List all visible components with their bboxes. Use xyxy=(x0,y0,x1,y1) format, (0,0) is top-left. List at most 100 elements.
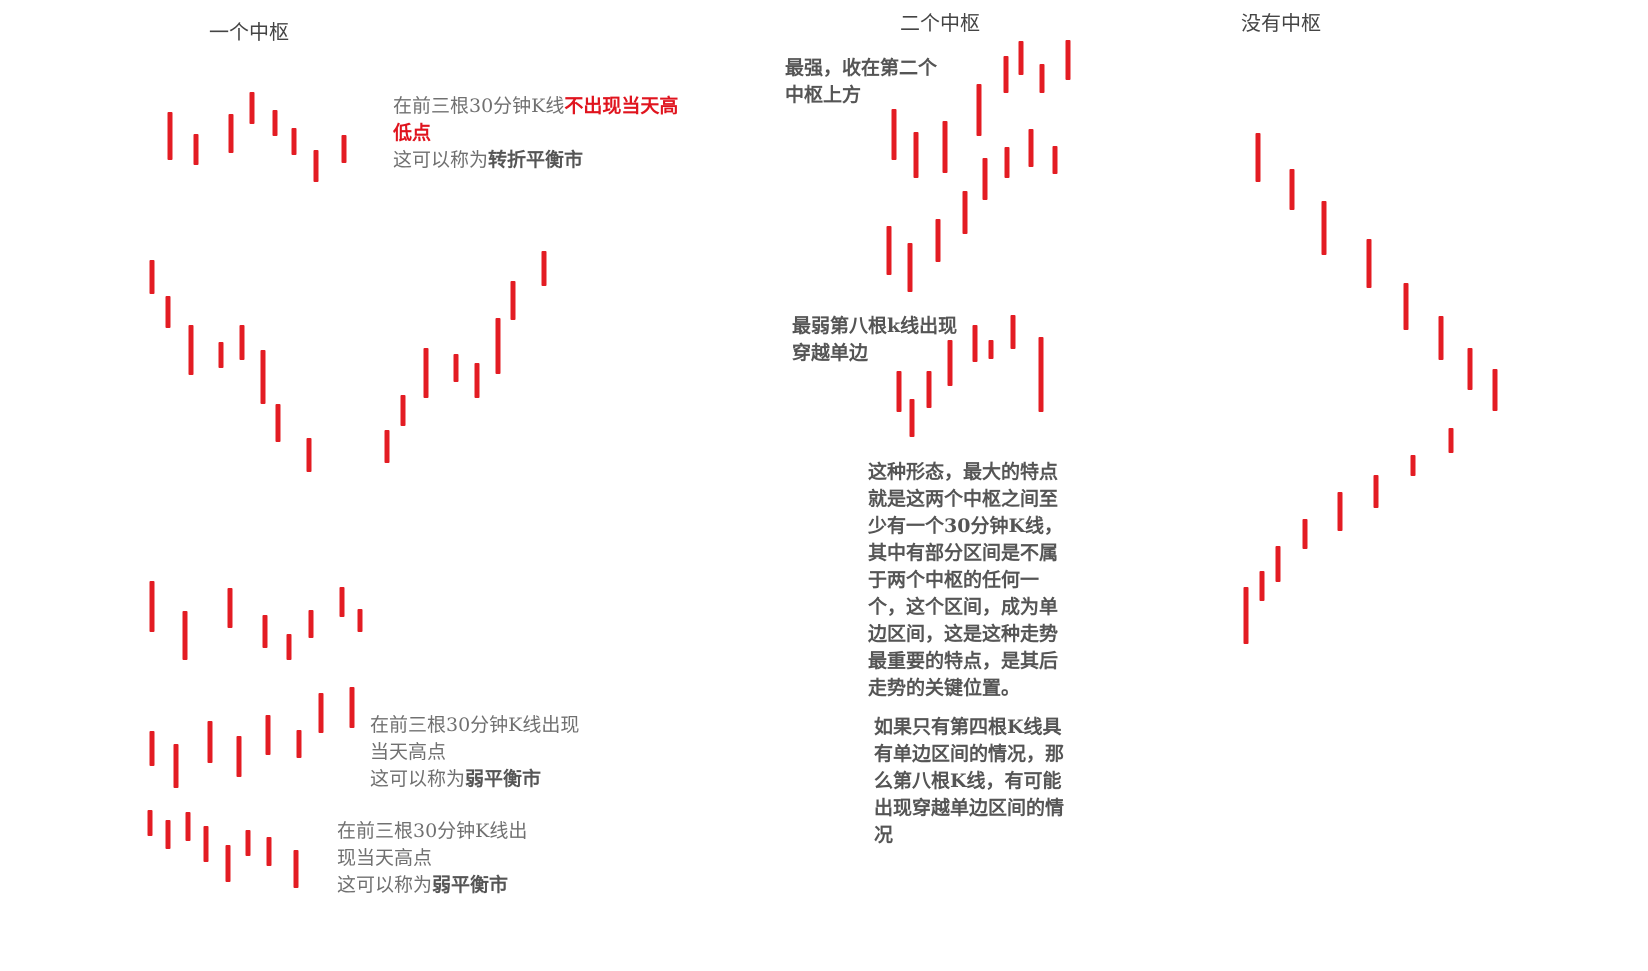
k-line-bar xyxy=(510,281,516,320)
note-weakest-line1: 最弱第八根k线出现 xyxy=(792,315,958,337)
note-strongest: 最强，收在第二个 中枢上方 xyxy=(785,55,985,109)
note-feature-line: 于两个中枢的任何一 xyxy=(868,569,1040,591)
bar-group-no-pivot-up xyxy=(1243,428,1454,644)
note-feature: 这种形态，最大的特点 就是这两个中枢之间至 少有一个30分钟K线， 其中有部分区… xyxy=(868,459,1108,702)
note-turning-line3b: 转折平衡市 xyxy=(488,149,584,171)
k-line-bar xyxy=(149,581,155,632)
k-line-bar xyxy=(207,721,213,763)
note-feature-line: 个，这个区间，成为单 xyxy=(868,596,1059,618)
k-line-bar xyxy=(1028,129,1034,167)
bar-group-two-pivots-weak xyxy=(896,315,1044,437)
k-line-bar xyxy=(349,687,355,728)
k-line-bar xyxy=(1366,239,1372,288)
k-line-bar xyxy=(1467,348,1473,390)
k-line-bar xyxy=(1410,455,1416,476)
k-line-bar xyxy=(1492,369,1498,411)
k-line-bar xyxy=(357,609,363,632)
note-weakest: 最弱第八根k线出现 穿越单边 xyxy=(792,313,1012,367)
bar-group-one-pivot-row4 xyxy=(149,687,355,788)
k-line-bar xyxy=(318,693,324,733)
k-line-bar xyxy=(453,354,459,382)
k-line-bar xyxy=(265,715,271,755)
k-line-bar xyxy=(308,610,314,638)
k-line-bar xyxy=(982,158,988,200)
k-line-bar xyxy=(541,251,547,286)
k-line-bar xyxy=(907,243,913,292)
k-line-bar xyxy=(1321,201,1327,255)
k-line-bar xyxy=(203,826,209,862)
note-weak1-line2: 当天高点 xyxy=(370,741,447,763)
k-line-bar xyxy=(1275,546,1281,582)
k-line-bar xyxy=(1010,315,1016,349)
note-fourth-bar: 如果只有第四根K线具 有单边区间的情况，那 么第八根K线，有可能 出现穿越单边区… xyxy=(874,714,1114,849)
k-line-bar xyxy=(306,438,312,472)
note-fourth-line: 出现穿越单边区间的情 xyxy=(874,797,1065,819)
k-line-bar xyxy=(286,634,292,660)
note-feature-line: 少有一个30分钟K线， xyxy=(868,515,1063,537)
k-line-bar xyxy=(239,325,245,360)
k-line-bar xyxy=(1038,337,1044,412)
k-line-bar xyxy=(228,114,234,153)
k-line-bar xyxy=(1255,133,1261,182)
k-line-bar xyxy=(1448,428,1454,453)
k-line-bar xyxy=(245,830,251,856)
k-line-bar xyxy=(313,150,319,182)
note-weak2-line1: 在前三根30分钟K线出 xyxy=(337,820,528,842)
note-weak1-line3a: 这可以称为 xyxy=(370,768,466,790)
k-line-bar xyxy=(384,430,390,463)
note-weak2-line3a: 这可以称为 xyxy=(337,874,433,896)
k-line-bar xyxy=(182,611,188,660)
k-line-bar xyxy=(909,399,915,437)
bar-group-one-pivot-row1 xyxy=(167,92,347,182)
k-line-bar xyxy=(896,371,902,412)
note-fourth-line: 么第八根K线，有可能 xyxy=(874,770,1062,792)
note-fourth-line: 如果只有第四根K线具 xyxy=(874,716,1062,738)
k-line-bar xyxy=(1018,41,1024,75)
note-strongest-line2: 中枢上方 xyxy=(785,84,862,106)
k-line-bar xyxy=(1337,492,1343,531)
k-line-bar xyxy=(1004,147,1010,178)
k-line-bar xyxy=(249,92,255,124)
k-line-bar xyxy=(266,837,272,866)
note-turning-line2: 低点 xyxy=(393,122,432,144)
note-feature-line: 走势的关键位置。 xyxy=(868,677,1021,699)
k-line-bar xyxy=(165,820,171,849)
note-weak-balance-1: 在前三根30分钟K线出现 当天高点 这可以称为弱平衡市 xyxy=(370,712,630,793)
k-line-bar xyxy=(291,128,297,155)
k-line-bar xyxy=(972,325,978,362)
k-line-bar xyxy=(886,226,892,275)
note-weak1-line3b: 弱平衡市 xyxy=(465,768,542,790)
bar-group-one-pivot-v xyxy=(149,251,547,472)
bar-group-no-pivot-down xyxy=(1255,133,1498,411)
k-line-bar xyxy=(962,191,968,234)
k-line-bar xyxy=(1373,475,1379,508)
k-line-bar xyxy=(173,744,179,788)
k-line-bar xyxy=(165,296,171,328)
note-weak2-line2: 现当天高点 xyxy=(337,847,433,869)
k-line-bar xyxy=(1302,519,1308,549)
note-feature-line: 其中有部分区间是不属 xyxy=(868,542,1059,564)
k-line-bar xyxy=(262,615,268,648)
k-line-bar xyxy=(942,121,948,173)
note-weak-balance-2: 在前三根30分钟K线出 现当天高点 这可以称为弱平衡市 xyxy=(337,818,577,899)
k-line-bar xyxy=(1403,283,1409,330)
k-line-bar xyxy=(341,135,347,163)
note-fourth-line: 况 xyxy=(874,824,894,846)
k-line-bar xyxy=(1243,587,1249,644)
note-turning-line1: 在前三根30分钟K线 xyxy=(393,95,565,117)
k-line-bar xyxy=(913,132,919,178)
k-line-bar xyxy=(149,731,155,766)
k-line-bar xyxy=(225,845,231,882)
title-one-pivot: 一个中枢 xyxy=(209,20,289,44)
k-line-bar xyxy=(188,325,194,375)
note-strongest-line1: 最强，收在第二个 xyxy=(785,57,938,79)
k-line-bar xyxy=(976,84,982,136)
title-two-pivots: 二个中枢 xyxy=(900,11,980,35)
k-line-bar xyxy=(339,587,345,617)
k-line-bar xyxy=(185,812,191,841)
note-weak2-line3b: 弱平衡市 xyxy=(432,874,509,896)
k-line-bar xyxy=(891,109,897,160)
k-line-bar xyxy=(935,219,941,262)
k-line-bar xyxy=(1003,56,1009,93)
k-line-bar xyxy=(227,588,233,628)
